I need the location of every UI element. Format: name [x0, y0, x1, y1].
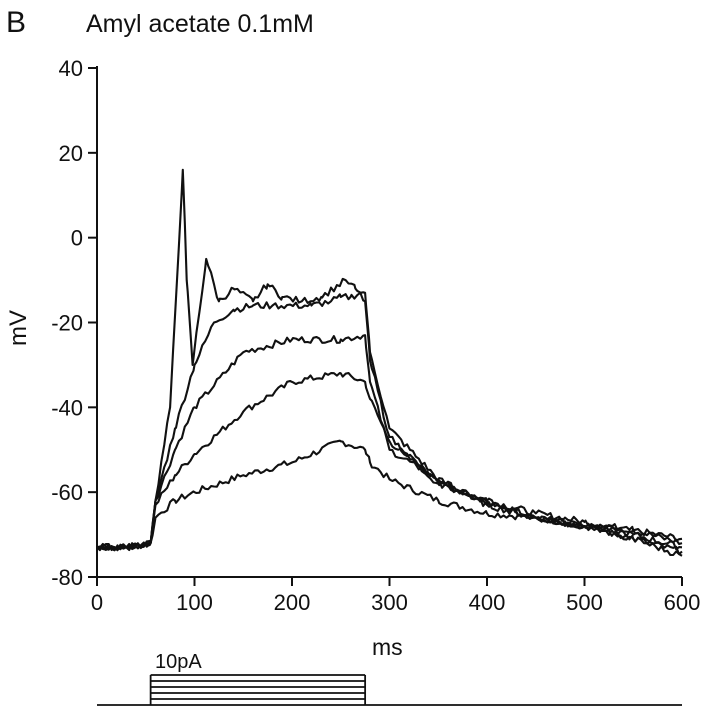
x-tick-label: 200 [274, 590, 311, 615]
y-tick-label: -80 [51, 565, 83, 590]
chart-title: Amyl acetate 0.1mM [86, 10, 314, 38]
axes [96, 66, 682, 578]
x-tick-label: 400 [469, 590, 506, 615]
x-tick-label: 500 [566, 590, 603, 615]
y-tick-label: -40 [51, 395, 83, 420]
x-tick-label: 300 [371, 590, 408, 615]
y-axis-ticks: 40 20 0 -20 -40 -60 -80 [51, 56, 97, 590]
y-tick-label: 40 [59, 56, 83, 81]
y-tick-label: 20 [59, 141, 83, 166]
stimulus-label: 10pA [155, 651, 202, 673]
x-axis-ticks: 0 100 200 300 400 500 600 [91, 577, 700, 615]
x-axis-label: ms [372, 634, 403, 660]
y-tick-label: 0 [71, 226, 83, 251]
y-tick-label: -60 [51, 480, 83, 505]
x-tick-label: 600 [664, 590, 701, 615]
x-tick-label: 100 [176, 590, 213, 615]
voltage-trace-3 [96, 334, 683, 556]
y-tick-label: -20 [51, 311, 83, 336]
voltage-trace-4 [96, 291, 683, 552]
stimulus-protocol [97, 674, 682, 706]
y-axis-label: mV [5, 310, 32, 346]
voltage-traces [96, 168, 683, 557]
x-tick-label: 0 [91, 590, 103, 615]
voltage-trace-1 [96, 439, 683, 552]
voltage-trace-5 [96, 168, 683, 557]
panel-letter: B [6, 6, 26, 39]
